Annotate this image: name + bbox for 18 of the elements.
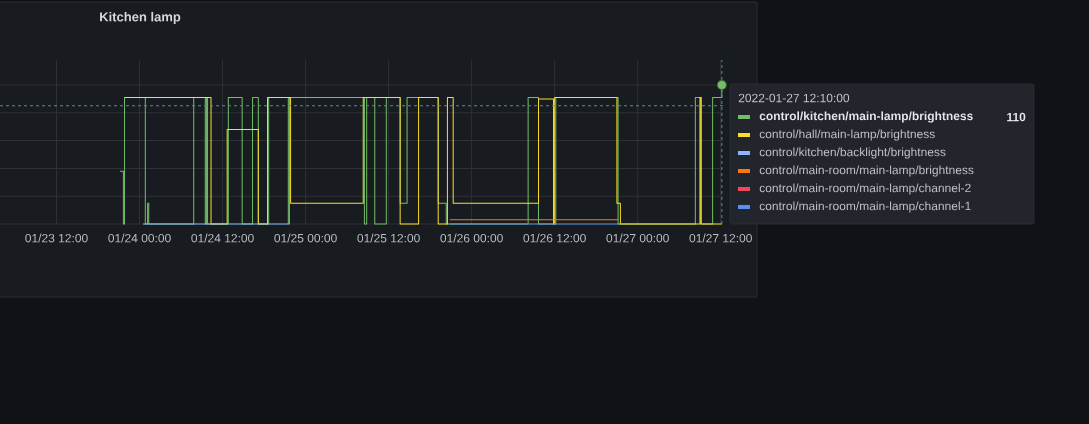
legend-label: control/main-room/main-lamp/channel-2 <box>759 183 971 195</box>
text: 110 <box>1007 112 1026 122</box>
ref-line-label: 2022-01-27 12:10:00 <box>738 93 850 103</box>
legend-label: control/main-room/main-lamp/brightness <box>759 165 974 177</box>
x-tick-label: 01/26 00:00 <box>440 233 503 243</box>
legend-label: control/kitchen/backlight/brightness <box>759 147 946 159</box>
x-tick-label: 01/27 00:00 <box>606 233 669 243</box>
legend-label: control/kitchen/main-lamp/brightness <box>759 111 973 123</box>
x-tick-label: 01/24 00:00 <box>108 233 171 243</box>
x-tick-label: 01/25 12:00 <box>357 233 420 243</box>
x-tick-label: 01/24 12:00 <box>191 233 254 243</box>
x-tick-label: 01/26 12:00 <box>523 233 586 243</box>
chart-title: Kitchen lamp <box>100 11 181 25</box>
x-tick-label: 01/23 12:00 <box>25 233 88 243</box>
x-tick-label: 01/27 12:00 <box>689 233 752 243</box>
legend-label: control/main-room/main-lamp/channel-1 <box>759 201 971 213</box>
x-tick-label: 01/25 00:00 <box>274 233 337 243</box>
legend-label: control/hall/main-lamp/brightness <box>759 129 935 141</box>
